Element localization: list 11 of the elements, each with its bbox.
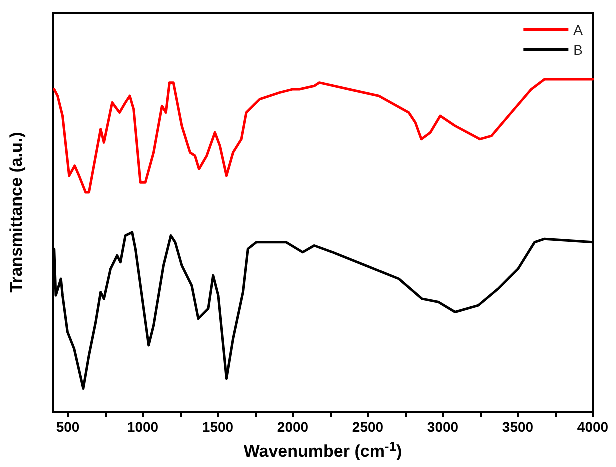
x-tick-label: 3500 [502,419,534,435]
y-axis-title: Transmittance (a.u.) [7,132,26,293]
x-tick-label: 3000 [427,419,459,435]
legend-label: A [574,22,584,38]
x-tick-label: 500 [56,419,80,435]
x-tick-label: 4000 [577,419,609,435]
legend-label: B [574,42,584,58]
x-tick-label: 1000 [127,419,159,435]
x-tick-label: 2500 [352,419,384,435]
x-tick-label: 1500 [202,419,234,435]
x-tick-label: 2000 [277,419,309,435]
